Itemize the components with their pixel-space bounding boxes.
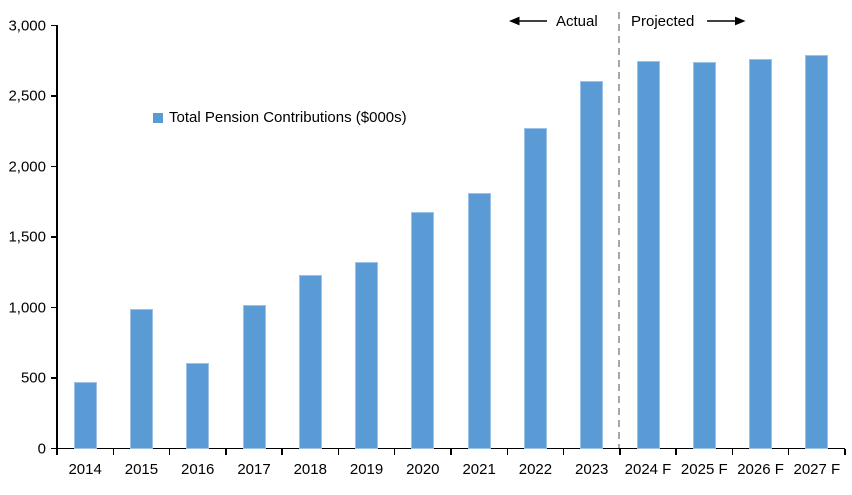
x-axis-label: 2023 — [575, 461, 609, 478]
bar-2015 — [129, 308, 153, 449]
bar-2024-f — [636, 60, 660, 449]
actual-projected-divider — [618, 12, 621, 448]
bar-2025-f — [692, 62, 716, 449]
x-axis-label: 2027 F — [793, 461, 841, 478]
x-axis-tick — [844, 448, 846, 455]
y-axis-tick-label: 1,500 — [8, 228, 46, 246]
x-axis-label: 2018 — [293, 461, 327, 478]
x-axis-tick — [112, 448, 115, 455]
x-axis-label: 2025 F — [680, 461, 728, 478]
x-axis-tick — [225, 448, 227, 455]
y-axis-tick-label: 3,000 — [8, 17, 46, 34]
legend: Total Pension Contributions ($000s) — [153, 109, 407, 126]
x-axis-label: 2020 — [406, 461, 440, 478]
legend-marker-icon — [153, 112, 163, 123]
x-axis-tick — [168, 448, 171, 455]
projected-annotation-label: Projected — [631, 13, 695, 30]
actual-annotation-label: Actual — [556, 13, 598, 30]
x-axis-tick — [450, 448, 452, 455]
y-axis-tick — [51, 165, 57, 168]
x-axis-tick — [393, 448, 396, 455]
bar-2018 — [298, 275, 322, 449]
y-axis-tick-label: 2,500 — [8, 87, 46, 105]
bar-2016 — [186, 362, 210, 449]
bar-2026-f — [749, 58, 773, 449]
bar-2020 — [411, 211, 435, 449]
x-axis-label: 2016 — [181, 461, 215, 478]
y-axis-tick-label: 2,000 — [8, 158, 46, 175]
bar-2027-f — [805, 55, 829, 449]
bar-2019 — [355, 262, 379, 449]
y-axis-tick — [51, 95, 57, 97]
x-axis-tick — [281, 448, 283, 455]
bar-2021 — [467, 193, 491, 449]
bar-2023 — [580, 80, 604, 449]
y-axis-tick — [51, 447, 57, 450]
y-axis-tick — [51, 24, 57, 27]
x-axis-label: 2015 — [124, 461, 159, 478]
bar-2017 — [242, 304, 266, 449]
x-axis-tick — [787, 448, 790, 455]
x-axis-label: 2014 — [68, 461, 102, 478]
y-axis-tick — [51, 236, 57, 238]
x-axis-tick — [675, 448, 677, 455]
x-axis-tick — [731, 448, 734, 455]
y-axis-tick — [51, 306, 57, 309]
x-axis-label: 2022 — [518, 461, 553, 478]
y-axis-tick-label: 0 — [37, 440, 46, 457]
bar-2022 — [523, 128, 547, 449]
x-axis-tick — [506, 448, 509, 455]
bar-2014 — [73, 382, 97, 449]
x-axis-tick — [337, 448, 340, 455]
y-axis-tick — [51, 377, 57, 379]
x-axis-tick — [619, 448, 621, 455]
y-axis-tick-label: 500 — [20, 369, 46, 387]
x-axis-label: 2024 F — [624, 461, 672, 478]
legend-series-label: Total Pension Contributions ($000s) — [169, 109, 407, 126]
x-axis-label: 2019 — [349, 461, 384, 478]
x-axis-label: 2021 — [462, 461, 496, 478]
x-axis-tick — [562, 448, 565, 455]
x-axis-tick — [56, 448, 58, 455]
x-axis-label: 2017 — [237, 461, 271, 478]
y-axis-tick-label: 1,000 — [8, 299, 46, 316]
x-axis-label: 2026 F — [737, 461, 784, 478]
